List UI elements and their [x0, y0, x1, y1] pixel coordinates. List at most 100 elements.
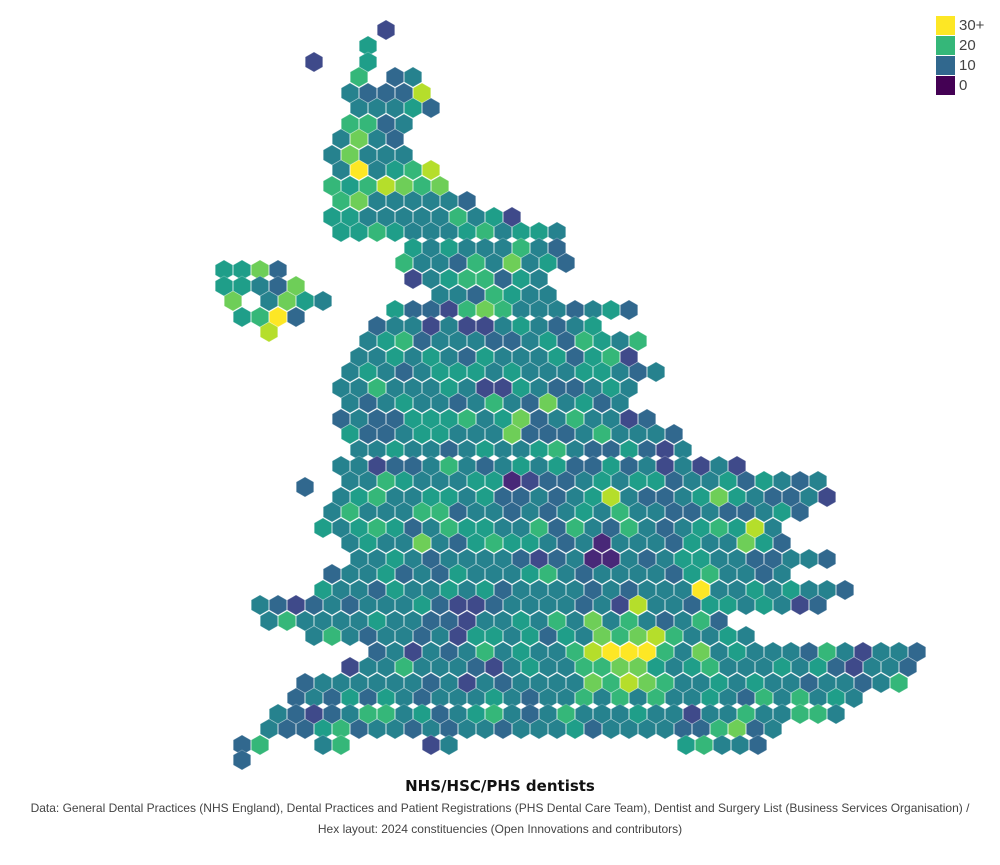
constituency-hex — [394, 423, 414, 445]
constituency-hex — [259, 321, 279, 343]
constituency-hex — [349, 486, 369, 508]
constituency-hex — [502, 563, 522, 585]
constituency-hex — [520, 470, 540, 492]
constituency-hex — [592, 501, 612, 523]
constituency-hex — [403, 517, 423, 539]
constituency-hex — [376, 206, 396, 228]
constituency-hex — [592, 563, 612, 585]
constituency-hex — [259, 610, 279, 632]
constituency-hex — [403, 579, 423, 601]
constituency-hex — [646, 703, 666, 725]
constituency-hex — [475, 718, 495, 740]
constituency-hex — [790, 656, 810, 678]
constituency-hex — [412, 206, 432, 228]
constituency-hex — [655, 718, 675, 740]
constituency-hex — [367, 159, 387, 181]
constituency-hex — [484, 532, 504, 554]
constituency-hex — [304, 625, 324, 647]
constituency-hex — [331, 455, 351, 477]
constituency-hex — [475, 315, 495, 337]
constituency-hex — [691, 455, 711, 477]
constituency-hex — [394, 501, 414, 523]
constituency-hex — [520, 656, 540, 678]
constituency-hex — [745, 641, 765, 663]
constituency-hex — [349, 672, 369, 694]
constituency-hex — [628, 532, 648, 554]
constituency-hex — [421, 97, 441, 119]
constituency-hex — [529, 455, 549, 477]
constituency-hex — [340, 470, 360, 492]
constituency-hex — [574, 361, 594, 383]
constituency-hex — [511, 579, 531, 601]
constituency-hex — [592, 703, 612, 725]
constituency-hex — [628, 625, 648, 647]
constituency-hex — [286, 594, 306, 616]
constituency-hex — [583, 517, 603, 539]
constituency-hex — [421, 159, 441, 181]
constituency-hex — [331, 159, 351, 181]
constituency-hex — [448, 284, 468, 306]
constituency-hex — [457, 190, 477, 212]
constituency-hex — [727, 579, 747, 601]
constituency-hex — [457, 517, 477, 539]
constituency-hex — [727, 455, 747, 477]
constituency-hex — [673, 672, 693, 694]
constituency-hex — [691, 548, 711, 570]
constituency-hex — [601, 517, 621, 539]
constituency-hex — [619, 718, 639, 740]
constituency-hex — [484, 206, 504, 228]
constituency-hex — [520, 284, 540, 306]
constituency-hex — [430, 625, 450, 647]
constituency-hex — [268, 703, 288, 725]
constituency-hex — [385, 548, 405, 570]
constituency-hex — [835, 641, 855, 663]
constituency-hex — [655, 672, 675, 694]
constituency-hex — [730, 734, 750, 756]
constituency-hex — [700, 470, 720, 492]
constituency-hex — [367, 486, 387, 508]
constituency-hex — [430, 594, 450, 616]
constituency-hex — [376, 625, 396, 647]
constituency-hex — [583, 641, 603, 663]
constituency-hex — [565, 641, 585, 663]
constituency-hex — [313, 734, 333, 756]
constituency-hex — [745, 517, 765, 539]
constituency-hex — [313, 517, 333, 539]
constituency-hex — [601, 455, 621, 477]
constituency-hex — [619, 579, 639, 601]
constituency-hex — [448, 470, 468, 492]
constituency-hex — [601, 579, 621, 601]
constituency-hex — [331, 408, 351, 430]
constituency-hex — [394, 625, 414, 647]
constituency-hex — [655, 455, 675, 477]
constituency-hex — [673, 610, 693, 632]
constituency-hex — [502, 423, 522, 445]
constituency-hex — [394, 175, 414, 197]
constituency-hex — [529, 579, 549, 601]
constituency-hex — [340, 392, 360, 414]
constituency-hex — [556, 470, 576, 492]
constituency-hex — [610, 594, 630, 616]
constituency-hex — [232, 306, 252, 328]
constituency-hex — [475, 641, 495, 663]
constituency-hex — [358, 51, 378, 73]
constituency-hex — [331, 486, 351, 508]
constituency-hex — [349, 128, 369, 150]
constituency-hex — [493, 672, 513, 694]
constituency-hex — [772, 470, 792, 492]
constituency-hex — [736, 594, 756, 616]
legend-label: 30+ — [959, 16, 985, 34]
constituency-hex — [808, 703, 828, 725]
constituency-hex — [484, 361, 504, 383]
constituency-hex — [763, 548, 783, 570]
constituency-hex — [664, 423, 684, 445]
constituency-hex — [511, 517, 531, 539]
constituency-hex — [601, 299, 621, 321]
constituency-hex — [493, 377, 513, 399]
constituency-hex — [718, 703, 738, 725]
constituency-hex — [376, 361, 396, 383]
constituency-hex — [763, 579, 783, 601]
constituency-hex — [466, 625, 486, 647]
constituency-hex — [628, 330, 648, 352]
constituency-hex — [565, 346, 585, 368]
